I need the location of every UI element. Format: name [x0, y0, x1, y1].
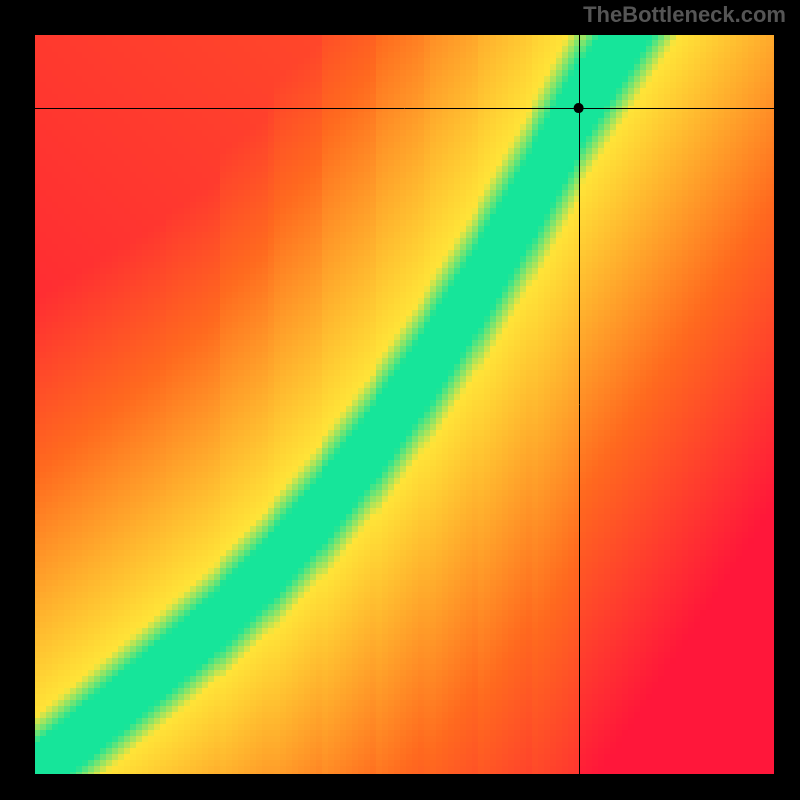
bottleneck-heatmap	[0, 0, 800, 800]
watermark-text: TheBottleneck.com	[583, 2, 786, 28]
